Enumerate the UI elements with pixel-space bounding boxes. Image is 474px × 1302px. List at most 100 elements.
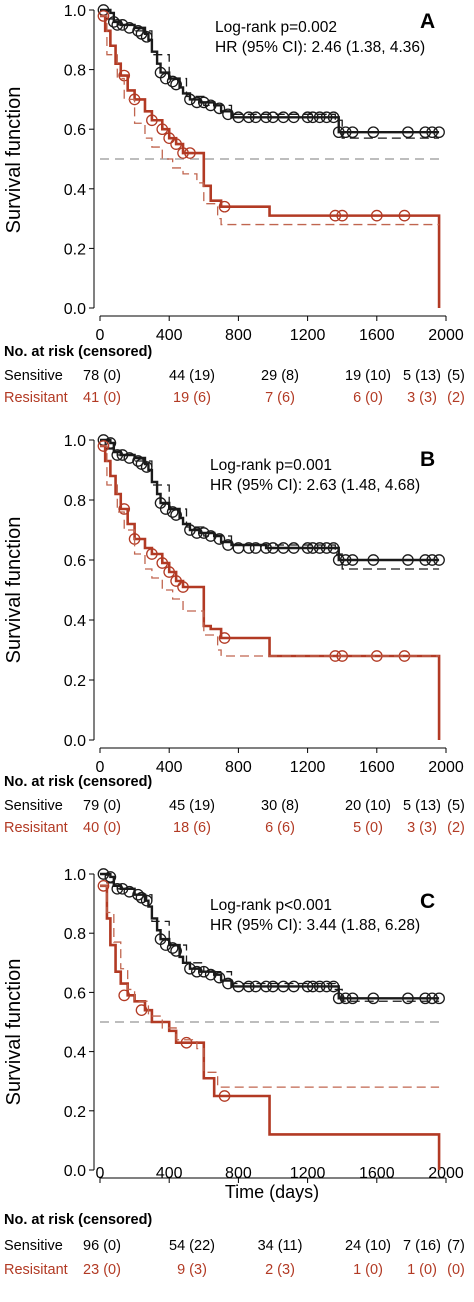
risk-value-resistant: 18 (6) [173, 820, 211, 836]
risk-value-sensitive: 20 (10) [345, 798, 391, 814]
x-axis-ticks: 0 400 800 1200 1600 2000 [96, 747, 464, 776]
sensitive-dashed-curve [100, 9, 440, 139]
resistant-censor-mark [218, 632, 231, 644]
y-tick-label: 0.4 [64, 1045, 86, 1062]
risk-row-sensitive: 79 (0) 45 (19) 30 (8) 20 (10) 5 (13) (5) [83, 798, 465, 814]
sensitive-censor-mark [184, 524, 196, 536]
sensitive-censor-mark [204, 968, 217, 981]
risk-value-resistant: (2) [447, 390, 465, 406]
risk-value-sensitive: 5 (13) [403, 368, 441, 384]
resistant-censor-mark [218, 200, 231, 213]
risk-label-sensitive: Sensitive [4, 1238, 63, 1254]
sensitive-censor-mark [170, 945, 182, 957]
x-tick-label: 2000 [428, 1165, 464, 1182]
sensitive-censor-mark [166, 942, 179, 954]
sensitive-censor-mark [166, 506, 179, 518]
x-tick-label: 800 [225, 759, 252, 776]
sensitive-censor-mark [367, 126, 380, 139]
y-tick-label: 0.0 [64, 1163, 86, 1180]
resistant-censor-mark [177, 581, 189, 593]
sensitive-censor-mark [306, 542, 319, 554]
sensitive-censor-mark [159, 503, 172, 515]
resistant-censor-mark [163, 132, 176, 144]
x-axis-ticks: 0 400 800 1200 1600 2000 [96, 1165, 464, 1183]
resistant-censor-mark [97, 440, 110, 452]
sensitive-censor-mark [260, 542, 272, 554]
sensitive-censor-mark [287, 980, 300, 993]
risk-value-resistant: 3 (3) [407, 390, 437, 406]
risk-value-resistant: 1 (0) [407, 1262, 437, 1278]
y-tick-label: 1.0 [64, 3, 86, 20]
resistant-survival-curve [100, 884, 441, 1170]
sensitive-censor-mark [346, 126, 359, 139]
resistant-censor-mark [156, 123, 169, 136]
panel-c: Survival function 0.0 0.2 0.4 0.6 0.8 1.0 0 40… [3, 867, 465, 1278]
sensitive-censor-mark [242, 980, 255, 993]
resistant-censor-mark [184, 147, 196, 159]
sensitive-censor-mark [433, 126, 445, 139]
resistant-censor-mark [146, 114, 158, 127]
sensitive-censor-mark [419, 554, 432, 566]
risk-value-sensitive: 96 (0) [83, 1238, 121, 1254]
risk-value-sensitive: 45 (19) [169, 798, 215, 814]
y-axis-ticks: 0.0 0.2 0.4 0.6 0.8 1.0 [64, 3, 95, 318]
x-tick-label: 400 [156, 759, 183, 776]
x-tick-label: 1200 [290, 759, 326, 776]
hazard-ratio-annotation: HR (95% CI): 2.63 (1.48, 4.68) [210, 477, 420, 494]
sensitive-censor-mark [166, 75, 179, 88]
sensitive-censor-mark [111, 449, 124, 461]
y-tick-label: 1.0 [64, 433, 86, 450]
x-tick-label: 0 [96, 327, 105, 344]
resistant-censor-mark [398, 209, 411, 222]
sensitive-censor-mark [419, 992, 432, 1005]
sensitive-censor-mark [426, 554, 439, 566]
risk-label-resistant: Resisitant [4, 820, 68, 836]
resistant-dashed-curve [100, 885, 440, 1088]
risk-value-resistant: 7 (6) [265, 390, 295, 406]
y-tick-label: 0.4 [64, 182, 86, 199]
resistant-censor-mark [336, 209, 349, 222]
sensitive-censor-mark [184, 93, 196, 106]
panel-a: Survival function 0.0 0.2 0.4 0.6 0.8 1.0 0 40… [3, 3, 465, 406]
sensitive-censor-mark [242, 111, 255, 124]
plot-area [97, 434, 445, 740]
sensitive-censor-mark [97, 868, 110, 880]
risk-value-sensitive: 24 (10) [345, 1238, 391, 1254]
risk-value-sensitive: 7 (16) [403, 1238, 441, 1254]
x-tick-label: 1600 [359, 759, 395, 776]
logrank-annotation: Log-rank p=0.002 [215, 19, 337, 36]
x-axis-ticks: 0 400 800 1200 1600 2000 [96, 315, 464, 344]
sensitive-censor-mark [111, 19, 124, 31]
risk-row-sensitive: 78 (0) 44 (19) 29 (8) 19 (10) 5 (13) (5) [83, 368, 465, 384]
x-tick-label: 0 [96, 759, 105, 776]
risk-value-resistant: 2 (3) [265, 1262, 295, 1278]
panel-letter: B [420, 448, 435, 471]
resistant-censor-mark [177, 147, 189, 159]
resistant-censor-mark [180, 1036, 193, 1049]
sensitive-censor-mark [170, 78, 182, 91]
resistant-censor-mark [97, 10, 110, 22]
sensitive-censor-mark [242, 542, 255, 554]
sensitive-censor-mark [402, 126, 414, 139]
y-axis-label: Survival function [3, 959, 25, 1106]
resistant-survival-curve [100, 444, 441, 740]
resistant-censor-mark [218, 1090, 231, 1102]
sensitive-censor-mark [123, 885, 136, 898]
risk-label-resistant: Resisitant [4, 1262, 68, 1278]
risk-value-sensitive: 29 (8) [261, 368, 299, 384]
sensitive-censor-mark [301, 542, 314, 554]
sensitive-censor-mark [426, 992, 439, 1005]
resistant-survival-curve [100, 14, 441, 308]
risk-value-sensitive: (7) [447, 1238, 465, 1254]
plot-area [97, 4, 445, 308]
sensitive-censor-mark [197, 527, 210, 539]
sensitive-censor-mark [367, 554, 380, 566]
sensitive-censor-mark [339, 992, 352, 1005]
sensitive-censor-mark [332, 992, 345, 1005]
sensitive-censor-mark [213, 102, 226, 115]
sensitive-censor-mark [327, 980, 340, 993]
sensitive-censor-mark [184, 962, 196, 975]
x-tick-label: 1600 [359, 327, 395, 344]
risk-value-resistant: 1 (0) [353, 1262, 383, 1278]
sensitive-censor-mark [402, 992, 414, 1005]
